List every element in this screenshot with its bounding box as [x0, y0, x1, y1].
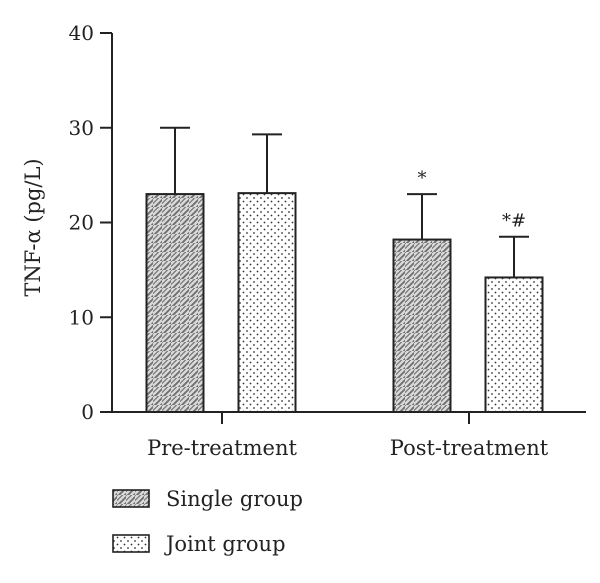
x-category-label: Pre-treatment: [147, 436, 297, 460]
bar-joint-post: [484, 276, 544, 413]
y-tick-label: 40: [69, 21, 94, 45]
bars: [145, 126, 544, 413]
y-tick-label: 30: [69, 116, 94, 140]
y-tick-label: 0: [81, 400, 94, 424]
bar-joint-pre: [237, 192, 297, 413]
legend-swatch-single: [112, 489, 150, 508]
x-category-label: Post-treatment: [390, 436, 549, 460]
legend: Single group Joint group: [112, 487, 303, 556]
bar-single-pre: [145, 193, 205, 413]
y-tick-label: 10: [69, 305, 94, 329]
legend-swatch-joint: [112, 534, 150, 553]
bar-single-post: [392, 238, 452, 413]
y-axis-title: TNF-α (pg/L): [21, 158, 45, 296]
legend-label-single: Single group: [166, 487, 303, 511]
labels: 0 10 20 30 40 TNF-α (pg/L) Pre-treatment Post-t…: [21, 21, 549, 460]
legend-label-joint: Joint group: [164, 532, 286, 556]
significance-label: *: [418, 168, 427, 189]
significance-label: *#: [502, 211, 526, 232]
y-tick-label: 20: [69, 211, 94, 235]
